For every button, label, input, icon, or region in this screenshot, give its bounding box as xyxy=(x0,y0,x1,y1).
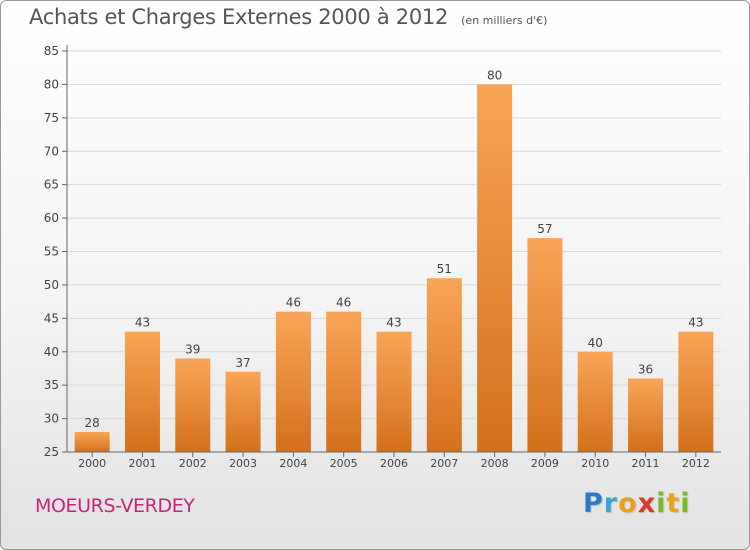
data-label: 46 xyxy=(336,296,351,310)
bar xyxy=(577,351,613,452)
y-tick-label: 70 xyxy=(44,144,59,158)
data-label: 36 xyxy=(638,362,653,376)
bar xyxy=(124,331,160,452)
x-tick-label: 2010 xyxy=(581,457,609,470)
bar xyxy=(376,331,412,452)
x-tick-label: 2008 xyxy=(481,457,509,470)
y-tick-label: 35 xyxy=(44,378,59,392)
brand-letter: t xyxy=(666,488,681,519)
y-tick-label: 50 xyxy=(44,278,59,292)
y-tick-label: 40 xyxy=(44,345,59,359)
y-tick-label: 75 xyxy=(44,111,59,125)
bar xyxy=(477,84,513,453)
x-tick-label: 2006 xyxy=(380,457,408,470)
data-label: 46 xyxy=(286,296,301,310)
brand-letter: x xyxy=(637,488,657,519)
y-tick-label: 65 xyxy=(44,178,59,192)
y-tick-label: 85 xyxy=(44,44,59,58)
brand-letter: i xyxy=(680,488,691,519)
brand-letter: o xyxy=(618,488,638,519)
x-tick-label: 2009 xyxy=(531,457,559,470)
bar xyxy=(74,431,110,452)
data-label: 39 xyxy=(185,342,200,356)
data-label: 43 xyxy=(386,316,401,330)
title-row: Achats et Charges Externes 2000 à 2012 (… xyxy=(29,5,547,29)
y-tick-label: 60 xyxy=(44,211,59,225)
data-label: 43 xyxy=(135,316,150,330)
brand-letter: P xyxy=(583,488,604,519)
brand-letter: i xyxy=(656,488,667,519)
y-tick-label: 55 xyxy=(44,245,59,259)
x-tick-label: 2003 xyxy=(229,457,257,470)
bar xyxy=(678,331,714,452)
bar xyxy=(175,358,211,452)
labels: 25 30 35 40 45 50 55 60 65 70 75 80 85 28 2000 43 2001 39… xyxy=(44,44,710,470)
y-tick-label: 30 xyxy=(44,412,59,426)
bar xyxy=(275,311,311,452)
bar xyxy=(426,278,462,452)
y-tick-label: 45 xyxy=(44,311,59,325)
y-tick-label: 25 xyxy=(44,445,59,459)
bar xyxy=(326,311,362,452)
y-tick-label: 80 xyxy=(44,77,59,91)
data-label: 43 xyxy=(688,316,703,330)
x-tick-label: 2012 xyxy=(682,457,710,470)
location-name: MOEURS-VERDEY xyxy=(35,495,195,517)
bar xyxy=(527,238,563,452)
data-label: 80 xyxy=(487,68,502,82)
x-tick-label: 2005 xyxy=(330,457,358,470)
chart-unit: (en milliers d'€) xyxy=(461,14,548,27)
data-label: 37 xyxy=(235,356,250,370)
x-tick-label: 2000 xyxy=(78,457,106,470)
bar xyxy=(628,378,664,452)
x-tick-label: 2007 xyxy=(430,457,458,470)
axes xyxy=(62,45,721,457)
data-label: 40 xyxy=(588,336,603,350)
x-tick-label: 2001 xyxy=(128,457,156,470)
bars xyxy=(74,84,714,453)
data-label: 28 xyxy=(85,416,100,430)
brand-logo: Proxiti xyxy=(583,488,691,519)
x-tick-label: 2011 xyxy=(632,457,660,470)
data-label: 51 xyxy=(437,262,452,276)
brand-letter: r xyxy=(603,488,619,519)
x-tick-label: 2004 xyxy=(279,457,307,470)
data-label: 57 xyxy=(537,222,552,236)
chart-title: Achats et Charges Externes 2000 à 2012 xyxy=(29,5,449,29)
x-tick-label: 2002 xyxy=(179,457,207,470)
bar xyxy=(225,371,261,452)
